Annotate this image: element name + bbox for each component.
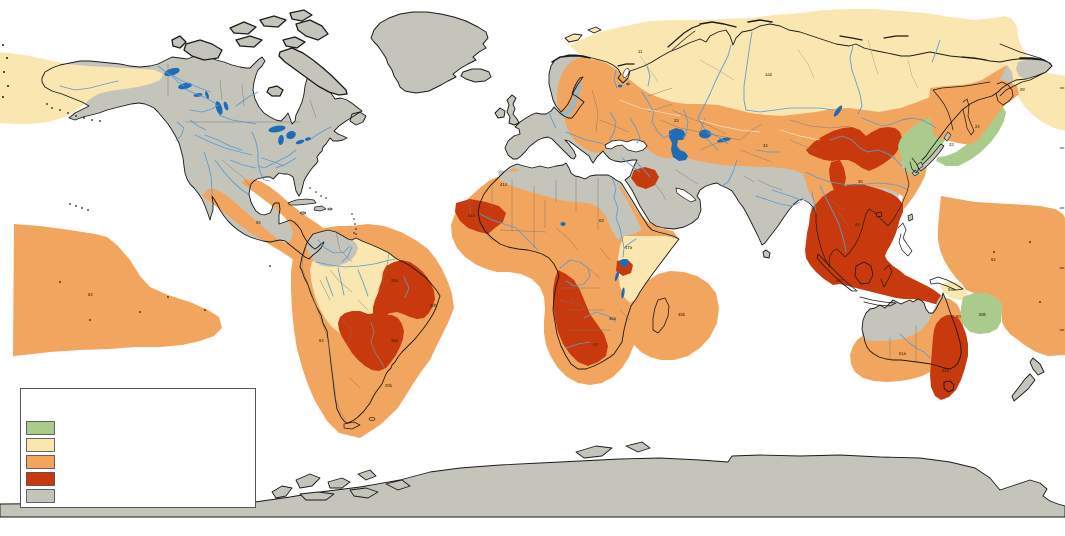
svg-text:20b: 20b <box>430 303 438 308</box>
svg-text:59a: 59a <box>948 287 956 292</box>
svg-text:38a: 38a <box>391 278 399 283</box>
svg-text:34: 34 <box>763 143 768 148</box>
svg-text:47a: 47a <box>625 245 633 250</box>
svg-text:28: 28 <box>1020 87 1025 92</box>
svg-text:45b: 45b <box>678 312 686 317</box>
svg-text:46: 46 <box>593 342 598 347</box>
svg-text:1a2: 1a2 <box>765 72 773 77</box>
svg-text:414: 414 <box>500 182 508 187</box>
svg-text:24: 24 <box>975 124 980 129</box>
svg-text:60: 60 <box>956 314 961 319</box>
svg-text:61d: 61d <box>942 368 950 373</box>
svg-text:23: 23 <box>674 118 679 123</box>
svg-text:36: 36 <box>858 179 863 184</box>
svg-text:41b: 41b <box>468 213 476 218</box>
svg-text:63: 63 <box>599 218 604 223</box>
svg-text:64: 64 <box>319 338 324 343</box>
svg-text:11: 11 <box>638 49 643 54</box>
svg-text:62: 62 <box>88 292 93 297</box>
svg-text:33: 33 <box>949 142 954 147</box>
svg-text:62: 62 <box>991 257 996 262</box>
svg-text:44: 44 <box>855 222 860 227</box>
svg-text:45a: 45a <box>609 316 617 321</box>
svg-text:474: 474 <box>836 278 844 283</box>
svg-text:58b: 58b <box>979 312 987 317</box>
svg-text:20b: 20b <box>385 383 393 388</box>
svg-text:61a: 61a <box>899 351 907 356</box>
svg-text:39a: 39a <box>391 338 399 343</box>
svg-text:65: 65 <box>256 220 261 225</box>
